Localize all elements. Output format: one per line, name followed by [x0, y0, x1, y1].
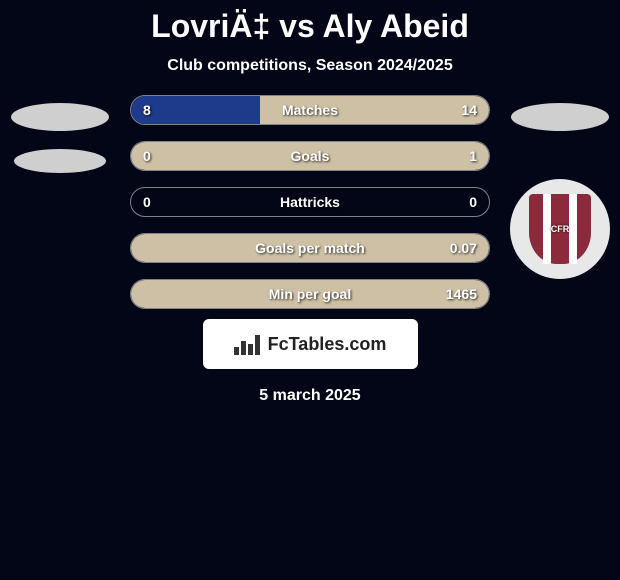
subtitle: Club competitions, Season 2024/2025	[167, 57, 452, 75]
club-badge-placeholder	[14, 149, 106, 173]
stat-label: Matches	[131, 102, 489, 118]
stats-bars: 8Matches140Goals10Hattricks0Goals per ma…	[110, 95, 510, 309]
stat-bar: Goals per match0.07	[130, 233, 490, 263]
stat-bar: 0Goals1	[130, 141, 490, 171]
stat-value-right: 1	[469, 148, 477, 164]
stat-label: Hattricks	[131, 194, 489, 210]
stats-area: 8Matches140Goals10Hattricks0Goals per ma…	[0, 95, 620, 309]
badge-shield: CFR	[529, 194, 591, 264]
brand-text: FcTables.com	[268, 334, 387, 355]
right-player-column: CFR	[510, 95, 610, 279]
stat-value-right: 0	[469, 194, 477, 210]
player-avatar-placeholder	[11, 103, 109, 131]
stat-bar: 8Matches14	[130, 95, 490, 125]
left-player-column	[10, 95, 110, 173]
comparison-widget: LovriÄ‡ vs Aly Abeid Club competitions, …	[0, 0, 620, 405]
club-badge: CFR	[510, 179, 610, 279]
date-line: 5 march 2025	[259, 387, 360, 405]
badge-text: CFR	[551, 224, 570, 234]
stat-label: Goals	[131, 148, 489, 164]
stat-label: Goals per match	[131, 240, 489, 256]
stat-value-right: 0.07	[450, 240, 477, 256]
stat-bar: 0Hattricks0	[130, 187, 490, 217]
stat-value-right: 14	[461, 102, 477, 118]
stat-label: Min per goal	[131, 286, 489, 302]
player-avatar-placeholder	[511, 103, 609, 131]
brand-logo: FcTables.com	[203, 319, 418, 369]
page-title: LovriÄ‡ vs Aly Abeid	[151, 8, 469, 45]
chart-icon	[234, 333, 262, 355]
stat-value-right: 1465	[446, 286, 477, 302]
stat-bar: Min per goal1465	[130, 279, 490, 309]
